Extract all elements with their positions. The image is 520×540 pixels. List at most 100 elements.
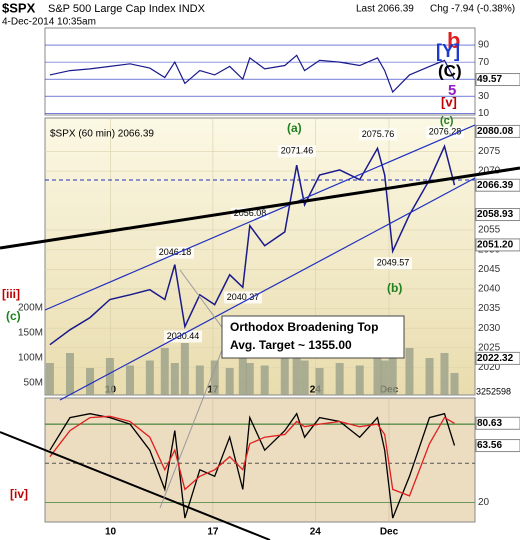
legend: $SPX (60 min) 2066.39 xyxy=(50,129,154,140)
label-bg xyxy=(156,246,194,259)
volume-bar xyxy=(195,365,204,395)
value-badge-text: 2080.08 xyxy=(477,126,514,137)
volume-bar xyxy=(292,353,301,395)
volume-bar xyxy=(380,360,389,395)
rsi-panel xyxy=(44,27,476,116)
title: $SPX xyxy=(2,0,36,15)
line xyxy=(49,54,456,94)
y-tick-label: 2045 xyxy=(478,264,501,275)
volume-bar xyxy=(225,368,234,395)
volume-bar xyxy=(245,363,254,395)
point-label: 2030.44 xyxy=(167,331,200,341)
wave-label: [Y] xyxy=(436,41,460,61)
wave-label: 5 xyxy=(448,82,456,99)
y-tick-label: 150M xyxy=(18,328,43,339)
value-badge-text: 2066.39 xyxy=(477,180,514,191)
volume-bar xyxy=(280,358,289,395)
callout-text: Orthodox Broadening Top xyxy=(230,320,378,334)
wave-label: (b) xyxy=(387,281,402,295)
y-tick-label: 200M xyxy=(18,303,43,314)
value-badge-text: 2058.93 xyxy=(477,209,514,220)
y-tick-label: 2030 xyxy=(478,323,501,334)
wave-label: [iv] xyxy=(10,487,28,501)
point-label: 2076.28 xyxy=(429,127,462,137)
volume-bar xyxy=(105,358,114,395)
x-tick-label: 10 xyxy=(105,527,117,538)
value-badge-text: 2051.20 xyxy=(477,240,514,251)
volume-bar xyxy=(238,355,247,395)
wave-label: (C) xyxy=(438,61,462,80)
volume-bar xyxy=(405,348,414,395)
y-tick-label: 10 xyxy=(478,108,490,119)
y-tick-label: 2020 xyxy=(478,362,501,373)
pointer xyxy=(159,344,225,509)
y-tick-label: 2075 xyxy=(478,146,501,157)
value-badge-text: 3252598 xyxy=(476,386,511,396)
wave-label: [iii] xyxy=(2,287,20,301)
y-tick-label: 2025 xyxy=(478,342,501,353)
point-label: 2040.37 xyxy=(227,292,260,302)
wave-label: (c) xyxy=(440,115,454,127)
label-bg xyxy=(426,126,464,139)
channel-upper xyxy=(44,124,476,311)
volume-bar xyxy=(450,373,459,395)
label-bg xyxy=(278,145,316,158)
x-tick-label: Dec xyxy=(380,527,399,538)
value-badge xyxy=(475,73,520,87)
point-label: 2056.08 xyxy=(234,208,267,218)
broadening-bottom xyxy=(0,431,271,540)
y-tick-label: 90 xyxy=(478,40,490,51)
y-tick-label: 2040 xyxy=(478,284,501,295)
volume-bar xyxy=(210,360,219,395)
y-tick-label: 100M xyxy=(18,353,43,364)
volume-bar xyxy=(300,360,309,395)
point-label: 2049.57 xyxy=(377,258,410,268)
y-tick-label: 30 xyxy=(478,91,490,102)
volume-bar xyxy=(425,358,434,395)
x-tick-label: 17 xyxy=(207,527,219,538)
wave-label: [v] xyxy=(441,94,457,109)
volume-bar xyxy=(260,365,269,395)
volume-bar xyxy=(388,333,397,395)
value-badge xyxy=(475,124,520,138)
value-badge xyxy=(475,439,520,453)
volume-bar xyxy=(373,358,382,395)
value-badge-text: 49.57 xyxy=(477,74,502,85)
volume-bar xyxy=(180,343,189,395)
value-badge-text: 80.63 xyxy=(477,418,502,429)
volume-bar xyxy=(86,368,95,395)
point-label: 2075.76 xyxy=(362,129,395,139)
y-tick-label: 2055 xyxy=(478,225,501,236)
value-badge-text: 2022.32 xyxy=(477,353,514,364)
broadening-top xyxy=(0,166,520,250)
label-bg xyxy=(374,257,412,270)
subtitle: S&P 500 Large Cap Index INDX xyxy=(48,3,206,15)
x-tick-label: 24 xyxy=(310,527,322,538)
callout-text: Avg. Target ~ 1355.00 xyxy=(230,338,352,352)
volume-bar xyxy=(125,365,134,395)
wave-label: b xyxy=(447,28,460,53)
label-bg xyxy=(359,128,397,141)
volume-bar xyxy=(145,360,154,395)
wave-label: (c) xyxy=(6,309,21,323)
y-tick-label: 50M xyxy=(24,378,43,389)
date: 4-Dec-2014 10:35am xyxy=(2,17,96,28)
volume-bar xyxy=(335,363,344,395)
value-badge-text: 63.56 xyxy=(477,440,502,451)
value-badge xyxy=(475,238,520,252)
channel-lower xyxy=(59,177,476,401)
point-label: 2046.18 xyxy=(159,247,192,257)
value-badge xyxy=(475,416,520,430)
y-tick-label: 2035 xyxy=(478,303,501,314)
volume-bar xyxy=(45,363,54,395)
change: Chg -7.94 (-0.38%) xyxy=(430,4,515,15)
volume-bar xyxy=(440,353,449,395)
y-tick-label: 20 xyxy=(478,497,490,508)
volume-bar xyxy=(65,353,74,395)
value-badge xyxy=(475,351,520,365)
y-tick-label: 70 xyxy=(478,57,490,68)
volume-bar xyxy=(355,365,364,395)
point-label: 2071.46 xyxy=(281,146,314,156)
line xyxy=(49,412,456,519)
